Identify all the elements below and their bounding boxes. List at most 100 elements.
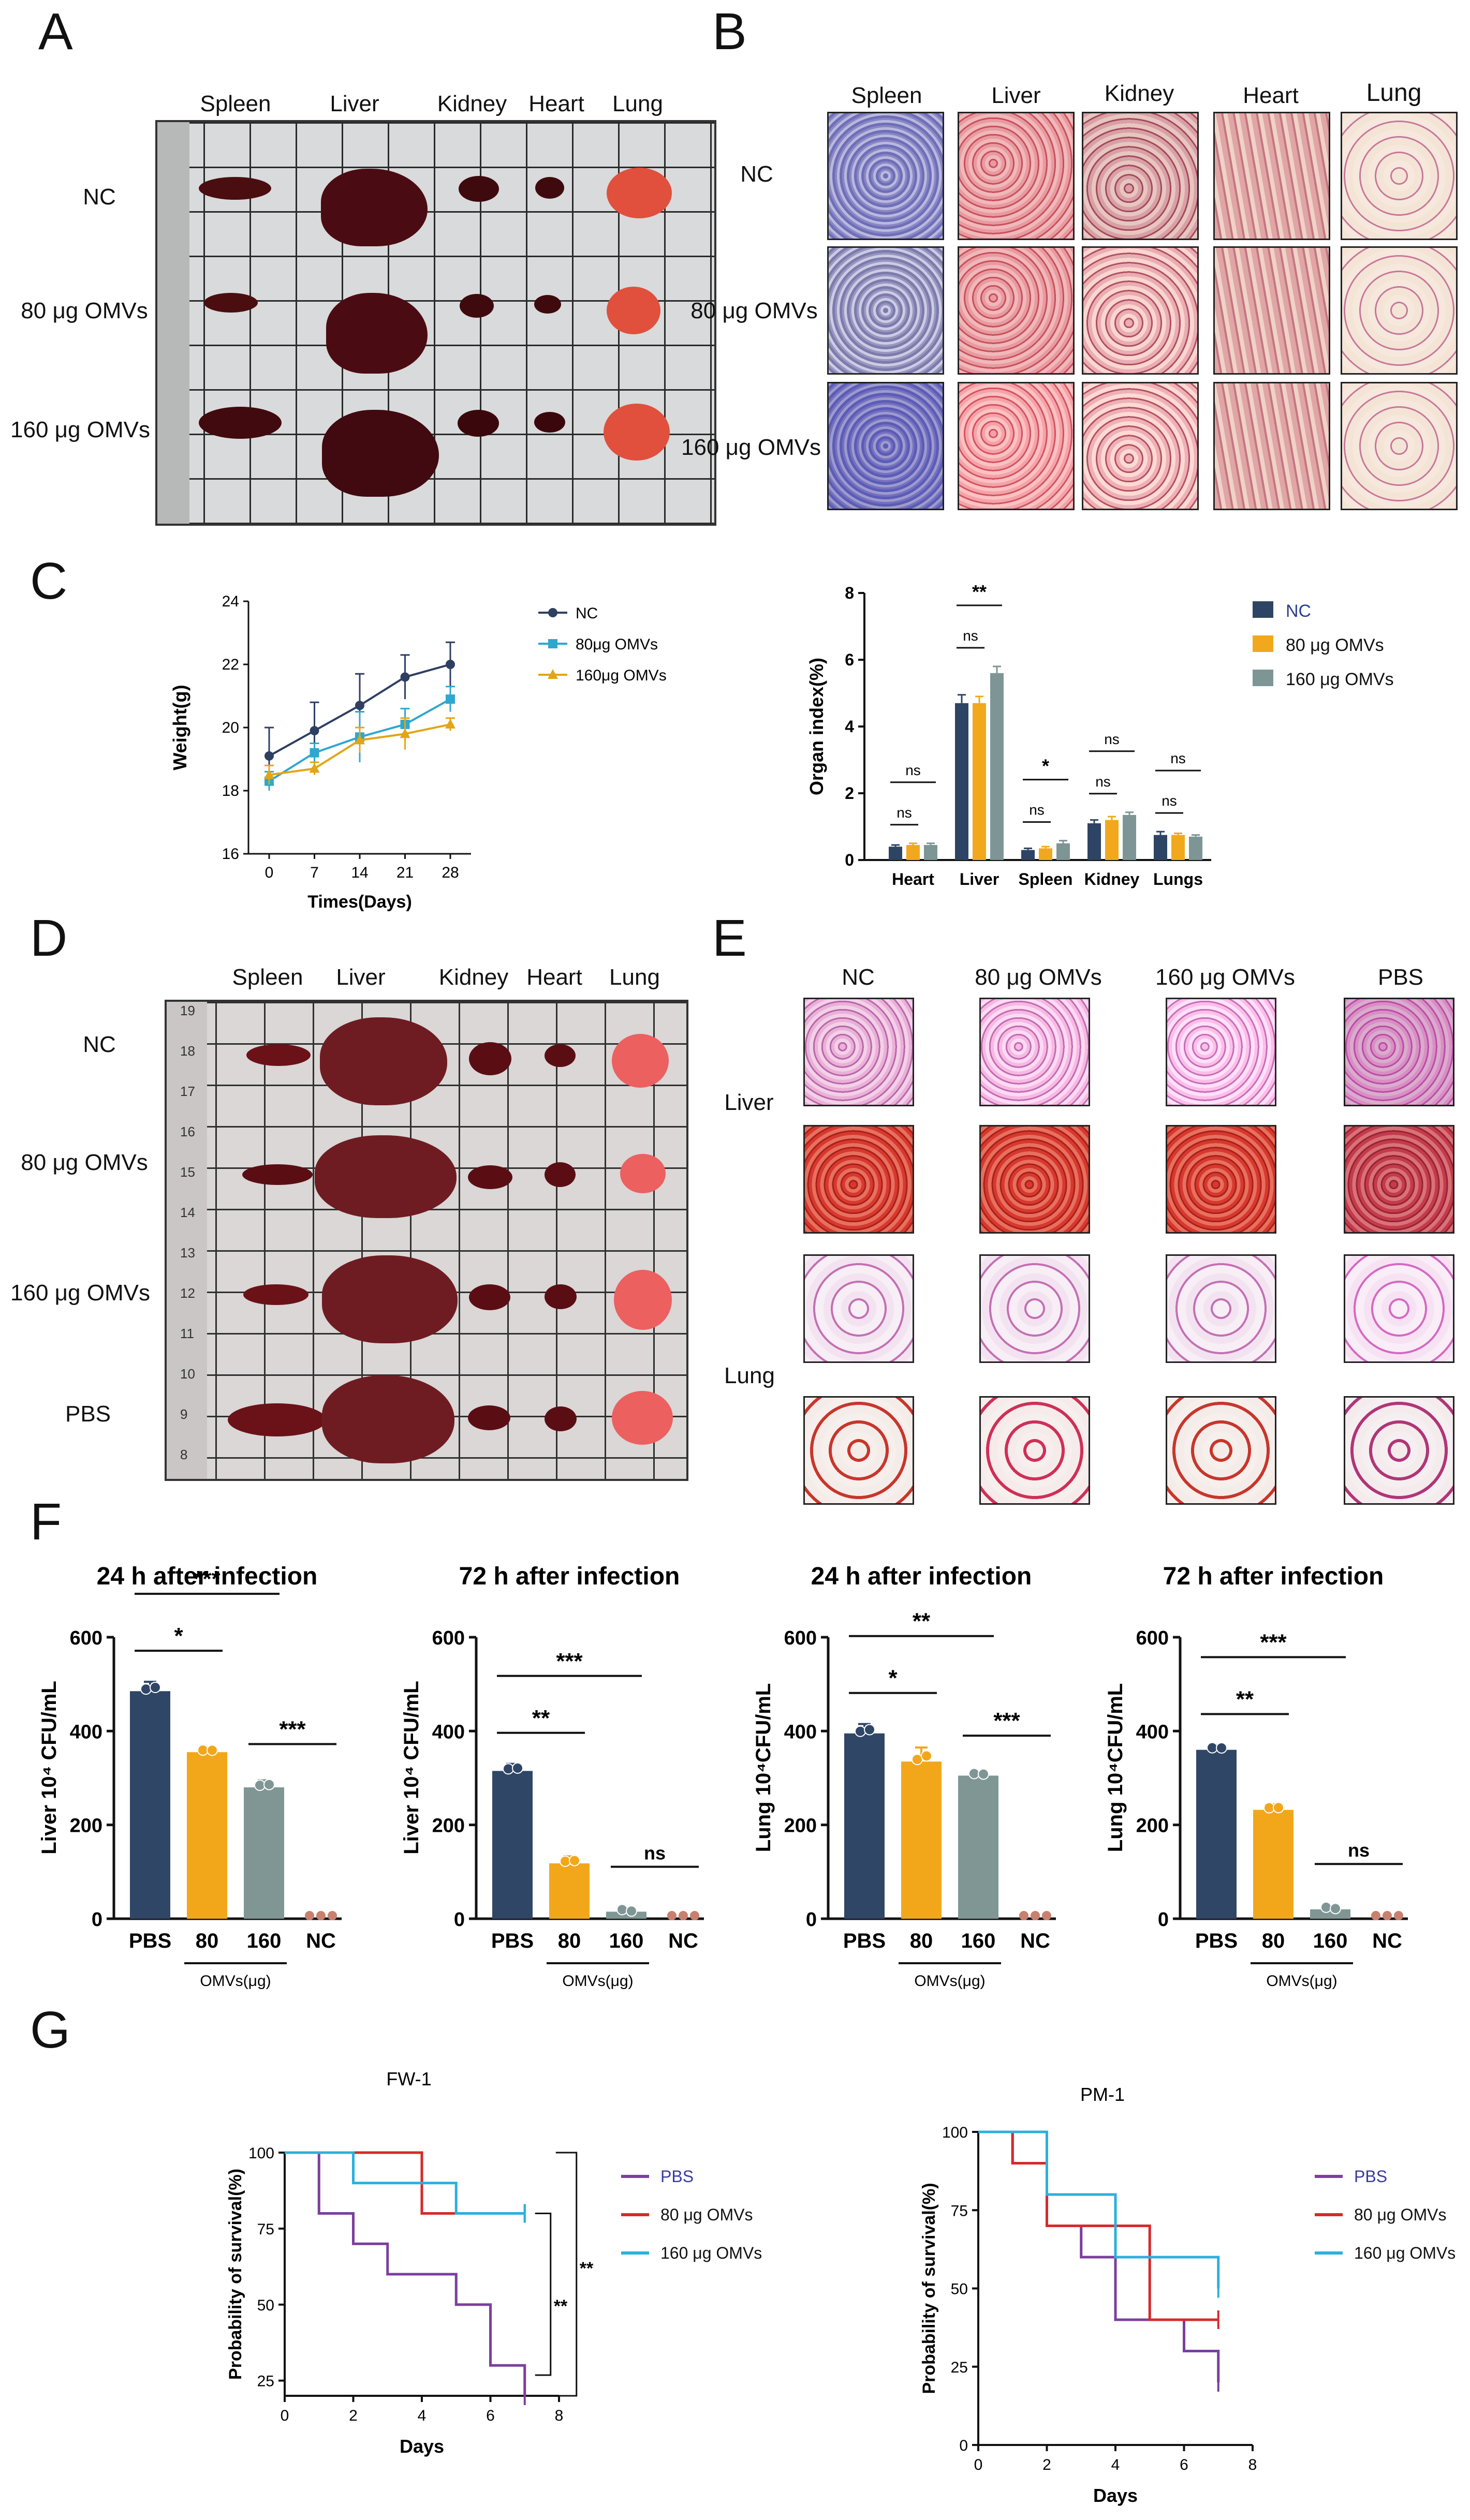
replicate-point <box>316 1911 326 1920</box>
liver-cfu-24h-chart: 24 h after infection 0 200 400 600 Liver 10⁴ … <box>38 1563 342 1990</box>
x-axis-label: Days <box>400 2436 444 2457</box>
x-tick-label: Lungs <box>1153 870 1203 888</box>
histo-image <box>803 1396 914 1505</box>
x-axis-label: Days <box>1093 2485 1138 2506</box>
y-axis-label: Lung 10⁴CFU/mL <box>752 1683 775 1852</box>
kidney-specimen <box>469 1042 511 1075</box>
histo-col-nc: NC <box>842 965 875 990</box>
weight-chart: 16 18 20 22 24 0 7 14 21 28 Times(Days) Weight(g) NC… <box>169 593 667 912</box>
organ-label-spleen: Spleen <box>200 91 271 116</box>
histo-col-80: 80 μg OMVs <box>975 965 1102 990</box>
ruler-tick: 11 <box>180 1326 194 1341</box>
significance-label: ** <box>532 1706 550 1731</box>
heart-specimen <box>545 1406 577 1431</box>
significance-label: * <box>174 1623 183 1649</box>
y-tick-label: 400 <box>784 1721 817 1743</box>
y-tick-label: 25 <box>951 2359 968 2376</box>
group-label: OMVs(μg) <box>1266 1973 1337 1990</box>
spleen-specimen <box>199 177 271 200</box>
significance-label: ** <box>554 2296 568 2316</box>
y-tick-label: 50 <box>257 2297 274 2314</box>
histo-image <box>979 998 1090 1106</box>
histo-image <box>979 1125 1090 1234</box>
replicate-point <box>254 1780 266 1791</box>
legend-marker <box>548 608 557 617</box>
chart-title: 24 h after infection <box>811 1563 1032 1590</box>
histo-col-kidney: Kidney <box>1104 81 1174 106</box>
bar <box>990 673 1004 860</box>
y-tick-label: 6 <box>845 650 854 669</box>
bar <box>1087 823 1101 860</box>
histo-image <box>958 382 1075 510</box>
histo-image <box>1082 382 1199 510</box>
x-tick-label: 8 <box>1248 2456 1257 2473</box>
ruler-tick: 12 <box>180 1285 195 1301</box>
panel-label-a: A <box>38 3 73 61</box>
x-tick-label: 6 <box>486 2407 495 2424</box>
replicate-point <box>1207 1742 1218 1754</box>
histo-image <box>803 1254 914 1363</box>
significance-label: ns <box>896 805 912 821</box>
group-label: OMVs(μg) <box>562 1973 633 1990</box>
histo-image <box>1213 246 1330 375</box>
y-tick-label: 75 <box>257 2221 274 2238</box>
ruler-tick: 10 <box>180 1366 195 1382</box>
histo-col-heart: Heart <box>1243 83 1299 108</box>
heart-specimen <box>535 177 564 199</box>
lung-specimen <box>607 168 672 218</box>
x-tick-label: Heart <box>892 870 934 888</box>
replicate-point <box>197 1744 209 1756</box>
replicate-point <box>864 1724 875 1736</box>
bar <box>973 703 986 860</box>
kidney-specimen <box>458 410 499 437</box>
bar <box>1056 843 1070 860</box>
x-tick-label: 2 <box>349 2407 358 2424</box>
y-tick-label: 0 <box>806 1909 817 1931</box>
bar <box>1105 820 1119 860</box>
y-tick-label: 200 <box>432 1815 465 1837</box>
x-tick-label: 0 <box>281 2407 289 2424</box>
y-tick-label: 200 <box>784 1815 817 1837</box>
kidney-specimen <box>468 1405 510 1430</box>
survival-fw1-chart: FW-1 25 50 75 100 0 2 4 6 8 Days Probability of sur… <box>226 2068 762 2457</box>
y-tick-label: 600 <box>70 1627 102 1649</box>
legend-swatch <box>1253 670 1273 686</box>
x-tick-label: 0 <box>265 864 274 881</box>
y-axis-label: Liver 10⁴ CFU/mL <box>38 1681 61 1854</box>
kidney-specimen <box>468 1165 512 1189</box>
replicate-point <box>1263 1802 1275 1814</box>
y-tick-label: 18 <box>222 782 239 799</box>
y-tick-label: 400 <box>70 1721 102 1743</box>
x-tick-label: 80 <box>558 1930 581 1952</box>
data-point <box>400 672 410 682</box>
lung-specimen <box>620 1154 666 1193</box>
x-tick-label: NC <box>306 1930 336 1952</box>
panel-label-e: E <box>712 909 747 967</box>
bar <box>1154 835 1167 860</box>
x-tick-label: Liver <box>960 870 999 888</box>
data-point <box>446 660 455 669</box>
replicate-point <box>690 1911 699 1920</box>
y-tick-label: 100 <box>248 2145 274 2162</box>
histo-image <box>1166 998 1276 1106</box>
y-tick-label: 24 <box>222 593 239 610</box>
histo-image <box>1344 1125 1454 1234</box>
replicate-point <box>1019 1911 1028 1920</box>
y-tick-label: 25 <box>257 2373 274 2390</box>
significance-label: ns <box>1104 731 1120 747</box>
lung-specimen <box>614 1270 672 1330</box>
histo-row-160: 160 μg OMVs <box>681 435 821 460</box>
x-tick-label: PBS <box>491 1930 534 1952</box>
y-tick-label: 8 <box>845 584 854 602</box>
replicate-point <box>140 1683 152 1695</box>
organ-photo-a <box>155 120 716 526</box>
lung-cfu-72h-chart: 72 h after infection 0 200 400 600 Lung 10⁴CF… <box>1104 1563 1408 1990</box>
survival-curve <box>978 2130 1218 2321</box>
liver-cfu-72h-chart: 72 h after infection 0 200 400 600 Liver 10⁴ … <box>400 1563 704 1990</box>
legend-label: NC <box>576 605 598 622</box>
replicate-point <box>560 1856 571 1867</box>
histo-col-liver: Liver <box>991 83 1041 108</box>
x-tick-label: 160 <box>247 1930 282 1952</box>
bar <box>906 844 920 860</box>
significance-label: ** <box>913 1609 931 1634</box>
